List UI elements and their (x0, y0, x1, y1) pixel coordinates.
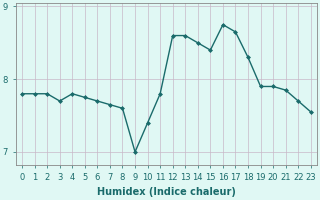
X-axis label: Humidex (Indice chaleur): Humidex (Indice chaleur) (97, 187, 236, 197)
